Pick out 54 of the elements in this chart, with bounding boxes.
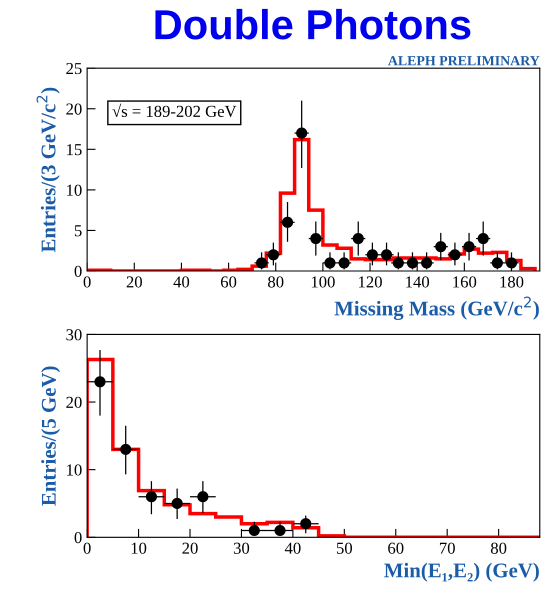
x-tick-label: 140 [406, 276, 430, 288]
y-tick-label: 20 [66, 103, 82, 115]
annotation: √s = 189-202 GeV [112, 104, 236, 118]
point [172, 498, 183, 510]
y-tick-label: 15 [67, 144, 82, 156]
point [120, 444, 132, 455]
point [310, 232, 322, 244]
y-tick-label: 0 [74, 532, 82, 544]
x-tick-label: 0 [84, 276, 91, 288]
x-tick-label: 60 [220, 276, 236, 288]
x-tick-label: 160 [453, 276, 476, 288]
text: ALEPH PRELIMINARY [388, 56, 540, 66]
point [248, 524, 260, 536]
y-tick-label: 25 [66, 62, 82, 74]
x-tick-label: 20 [126, 276, 142, 288]
y-tick-label: 10 [67, 464, 82, 476]
x-tick-label: 100 [312, 276, 335, 288]
point [197, 491, 208, 502]
chart-title: Double Photons [155, 8, 470, 40]
y-tick-label: 20 [66, 396, 82, 408]
y-tick-label: 5 [74, 225, 82, 236]
x-tick-label: 180 [500, 276, 524, 288]
point [94, 376, 106, 388]
x-axis-title: Missing Mass (GeV/c$^{2}$) [334, 296, 539, 320]
x-tick-label: 80 [268, 276, 284, 288]
x-tick-label: 10 [132, 542, 146, 554]
y-tick-label: 10 [67, 184, 82, 196]
x-tick-label: 80 [490, 542, 506, 554]
x-axis-title: Min(E₁,E₂) (GeV) [384, 562, 539, 582]
y-axis-title: Entries/(5 GeV) [41, 366, 60, 506]
point [478, 232, 489, 244]
y-tick-label: 30 [66, 329, 82, 340]
point [449, 249, 460, 260]
x-tick-label: 40 [284, 542, 301, 554]
point [296, 128, 308, 139]
point [435, 241, 446, 252]
point [300, 518, 312, 530]
x-tick-label: 20 [182, 542, 198, 554]
y-tick-label: 0 [74, 266, 82, 277]
x-tick-label: 50 [336, 542, 352, 554]
point [282, 216, 294, 228]
x-tick-label: 60 [388, 542, 404, 554]
x-tick-label: 70 [440, 542, 455, 554]
point [268, 249, 279, 260]
point [352, 232, 364, 244]
point [274, 524, 286, 536]
x-tick-label: 30 [234, 542, 250, 554]
x-tick-label: 40 [173, 276, 190, 288]
x-tick-label: 0 [84, 542, 91, 554]
point [464, 241, 475, 252]
y-axis-title: Entries/(3 GeV/c$^{2}$) [36, 88, 60, 252]
x-tick-label: 120 [359, 276, 382, 288]
point [256, 257, 268, 268]
point [146, 491, 157, 502]
